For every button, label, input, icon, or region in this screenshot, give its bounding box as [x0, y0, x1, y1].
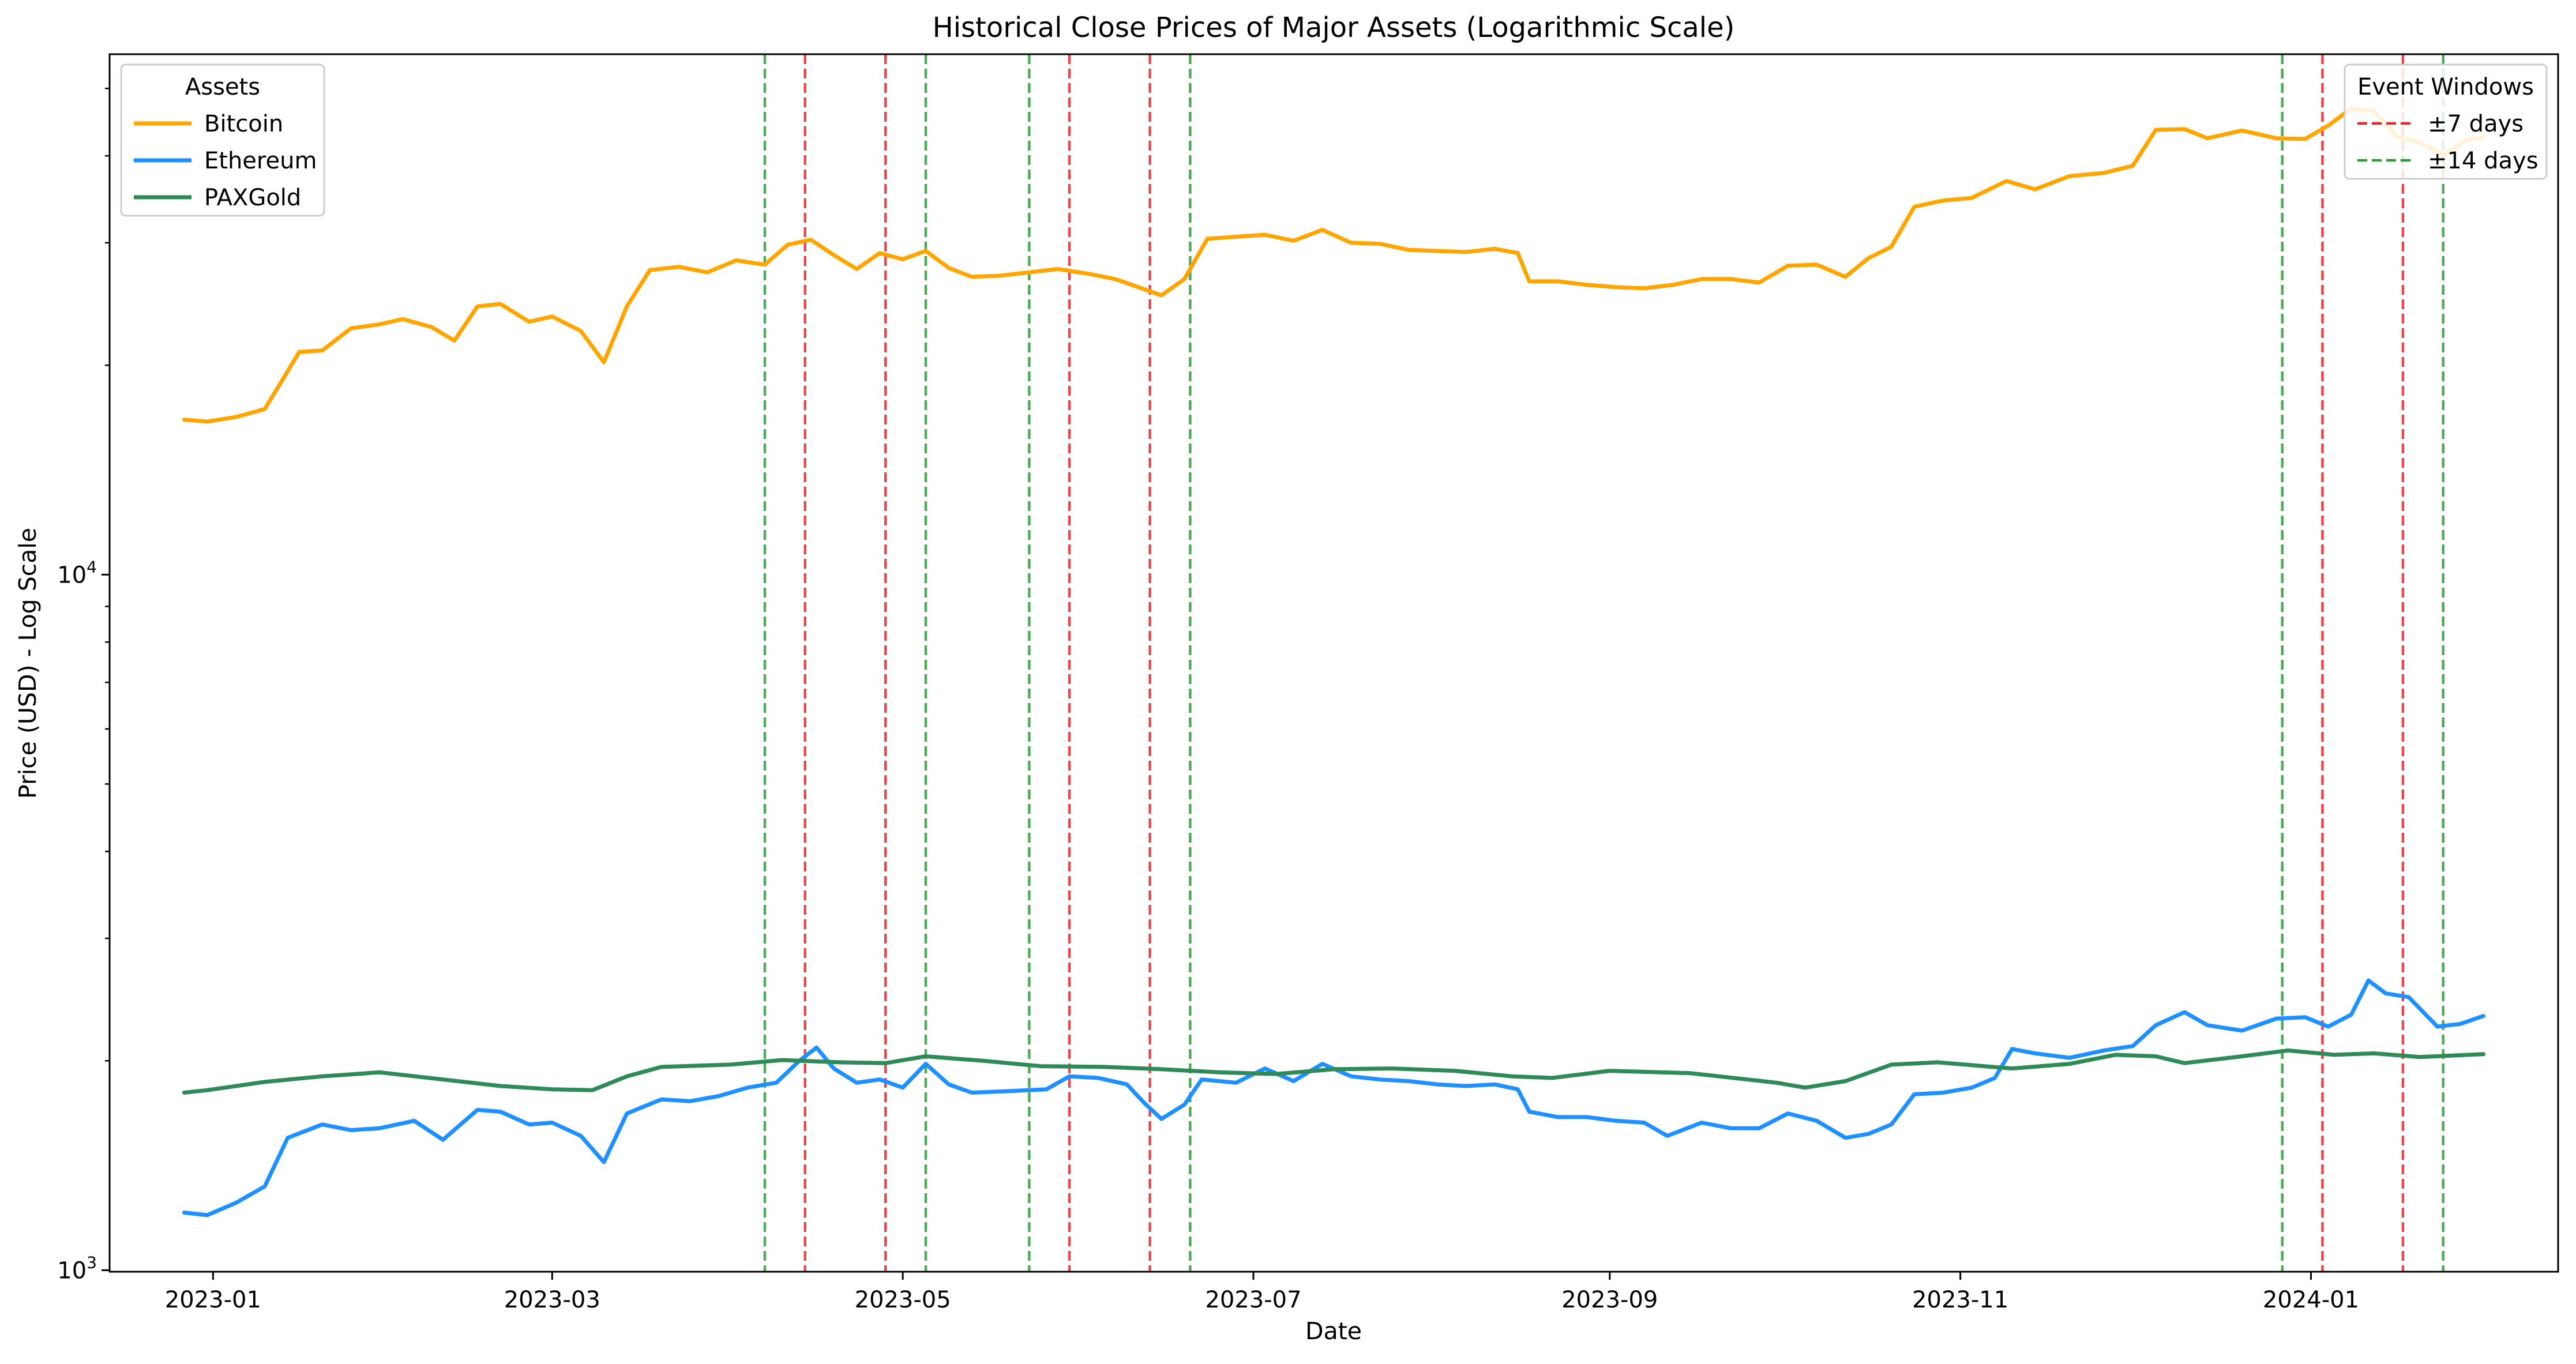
chart-title: Historical Close Prices of Major Assets … — [933, 12, 1735, 44]
legend-label-paxgold: PAXGold — [204, 185, 301, 211]
legend-label-pm7-days: ±7 days — [2428, 111, 2524, 137]
x-tick-label: 2023-03 — [504, 1287, 600, 1313]
x-tick-label: 2023-11 — [1912, 1287, 2008, 1313]
series-line-bitcoin — [182, 106, 2485, 424]
x-axis: 2023-01 2023-03 2023-05 2023-07 2023-09 2023-… — [165, 1272, 2359, 1313]
legend-assets: Assets Bitcoin Ethereum PAXGold — [120, 63, 325, 217]
x-tick-label: 2023-09 — [1561, 1287, 1658, 1313]
legend-label-pm14-days: ±14 days — [2428, 148, 2539, 174]
y-tick-label: 103 — [57, 1253, 97, 1284]
legend-title: Event Windows — [2357, 74, 2534, 100]
legend-events: Event Windows ±7 days ±14 days — [2344, 63, 2548, 180]
plot-frame — [108, 53, 2559, 1273]
legend-box — [120, 63, 325, 217]
y-tick-label: 104 — [57, 557, 97, 588]
x-tick-label: 2023-07 — [1205, 1287, 1301, 1313]
event-lines — [763, 54, 2444, 1272]
x-tick-label: 2023-01 — [165, 1287, 261, 1313]
legend-title: Assets — [185, 74, 260, 100]
legend-label-ethereum: Ethereum — [204, 148, 317, 174]
x-tick-label: 2023-05 — [855, 1287, 951, 1313]
legend-label-bitcoin: Bitcoin — [204, 111, 283, 137]
series-line-paxgold — [182, 1048, 2485, 1095]
legend-box — [2344, 63, 2548, 180]
x-axis-title: Date — [1305, 1317, 1362, 1345]
y-axis-title: Price (USD) - Log Scale — [14, 528, 42, 799]
x-tick-label: 2024-01 — [2263, 1287, 2359, 1313]
y-axis: 103 104 — [57, 88, 110, 1284]
series-lines — [182, 106, 2485, 1218]
